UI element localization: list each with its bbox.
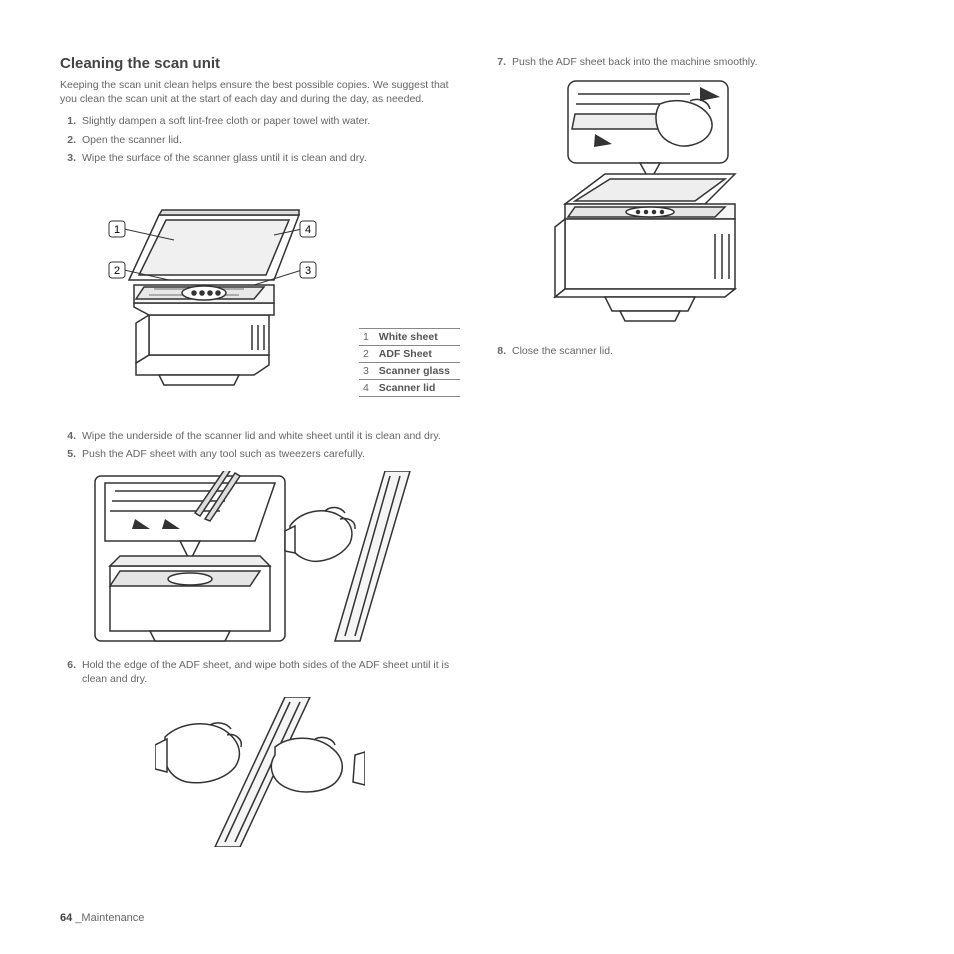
step-text: Open the scanner lid. [82,133,460,147]
step-number: 7. [490,55,512,69]
callout-4: 4 [305,224,311,236]
steps-list-a: 1.Slightly dampen a soft lint-free cloth… [60,114,460,165]
step-text: Wipe the underside of the scanner lid an… [82,429,460,443]
steps-list-c: 6.Hold the edge of the ADF sheet, and wi… [60,658,460,686]
right-column: 7.Push the ADF sheet back into the machi… [490,55,890,859]
legend-value: Scanner lid [375,379,460,396]
step-item: 4.Wipe the underside of the scanner lid … [60,429,460,443]
step-item: 3.Wipe the surface of the scanner glass … [60,151,460,165]
figure-1-printer-open: 1 2 3 4 [74,185,334,405]
steps-list-right-a: 7.Push the ADF sheet back into the machi… [490,55,890,69]
legend-row: 1White sheet [359,328,460,345]
step-number: 8. [490,344,512,358]
figure-2-tweezers [80,471,420,646]
parts-legend: 1White sheet2ADF Sheet3Scanner glass4Sca… [359,328,460,397]
footer-section: _Maintenance [75,912,144,924]
step-number: 3. [60,151,82,165]
legend-key: 2 [359,345,375,362]
legend-key: 4 [359,379,375,396]
callout-3: 3 [305,265,311,277]
step-item: 8.Close the scanner lid. [490,344,890,358]
step-text: Wipe the surface of the scanner glass un… [82,151,460,165]
callout-2: 2 [114,265,120,277]
steps-list-right-b: 8.Close the scanner lid. [490,344,890,358]
step-text: Close the scanner lid. [512,344,890,358]
steps-list-b: 4.Wipe the underside of the scanner lid … [60,429,460,461]
left-column: Cleaning the scan unit Keeping the scan … [60,55,460,859]
legend-key: 3 [359,362,375,379]
step-item: 7.Push the ADF sheet back into the machi… [490,55,890,69]
step-text: Push the ADF sheet back into the machine… [512,55,890,69]
legend-key: 1 [359,328,375,345]
step-text: Push the ADF sheet with any tool such as… [82,447,460,461]
legend-row: 4Scanner lid [359,379,460,396]
page-number: 64 [60,912,72,924]
callout-1: 1 [114,224,120,236]
step-number: 4. [60,429,82,443]
step-number: 1. [60,114,82,128]
step-item: 1.Slightly dampen a soft lint-free cloth… [60,114,460,128]
legend-value: Scanner glass [375,362,460,379]
step-item: 6.Hold the edge of the ADF sheet, and wi… [60,658,460,686]
page-columns: Cleaning the scan unit Keeping the scan … [60,55,899,859]
step-text: Hold the edge of the ADF sheet, and wipe… [82,658,460,686]
figure-4-push-back [550,79,750,329]
figure-1-row: 1 2 3 4 1White sheet2ADF Sheet3Scanner g… [60,175,460,417]
section-heading: Cleaning the scan unit [60,55,460,72]
legend-value: White sheet [375,328,460,345]
step-item: 5.Push the ADF sheet with any tool such … [60,447,460,461]
intro-paragraph: Keeping the scan unit clean helps ensure… [60,78,460,106]
legend-row: 2ADF Sheet [359,345,460,362]
legend-value: ADF Sheet [375,345,460,362]
step-number: 2. [60,133,82,147]
step-text: Slightly dampen a soft lint-free cloth o… [82,114,460,128]
page-footer: 64 _Maintenance [60,912,144,924]
figure-3-wipe-sheet [155,697,365,847]
step-number: 6. [60,658,82,686]
step-number: 5. [60,447,82,461]
legend-row: 3Scanner glass [359,362,460,379]
step-item: 2.Open the scanner lid. [60,133,460,147]
